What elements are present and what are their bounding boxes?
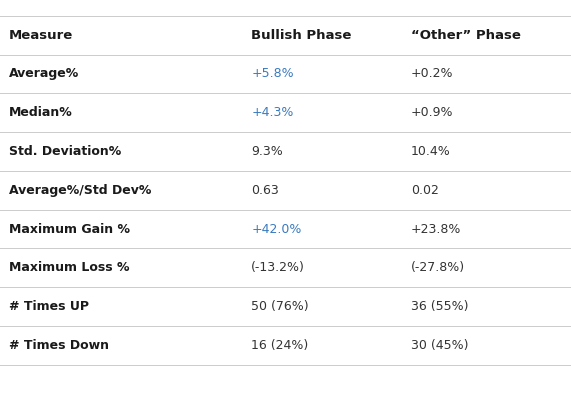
Text: 30 (45%): 30 (45%) [411,339,469,352]
Text: +4.3%: +4.3% [251,106,293,119]
Text: Std. Deviation%: Std. Deviation% [9,145,121,158]
Text: 0.63: 0.63 [251,184,279,197]
Text: “Other” Phase: “Other” Phase [411,29,521,42]
Text: # Times Down: # Times Down [9,339,108,352]
Text: 16 (24%): 16 (24%) [251,339,308,352]
Text: Maximum Loss %: Maximum Loss % [9,261,129,274]
Text: (-13.2%): (-13.2%) [251,261,305,274]
Text: +5.8%: +5.8% [251,67,294,80]
Text: 36 (55%): 36 (55%) [411,300,469,313]
Text: 0.02: 0.02 [411,184,439,197]
Text: +0.2%: +0.2% [411,67,453,80]
Text: Measure: Measure [9,29,73,42]
Text: +42.0%: +42.0% [251,223,301,236]
Text: Maximum Gain %: Maximum Gain % [9,223,130,236]
Text: +23.8%: +23.8% [411,223,461,236]
Text: # Times UP: # Times UP [9,300,89,313]
Text: Bullish Phase: Bullish Phase [251,29,352,42]
Text: Average%: Average% [9,67,79,80]
Text: 10.4%: 10.4% [411,145,451,158]
Text: Average%/Std Dev%: Average%/Std Dev% [9,184,151,197]
Text: Median%: Median% [9,106,73,119]
Text: (-27.8%): (-27.8%) [411,261,465,274]
Text: 50 (76%): 50 (76%) [251,300,309,313]
Text: +0.9%: +0.9% [411,106,453,119]
Text: 9.3%: 9.3% [251,145,283,158]
